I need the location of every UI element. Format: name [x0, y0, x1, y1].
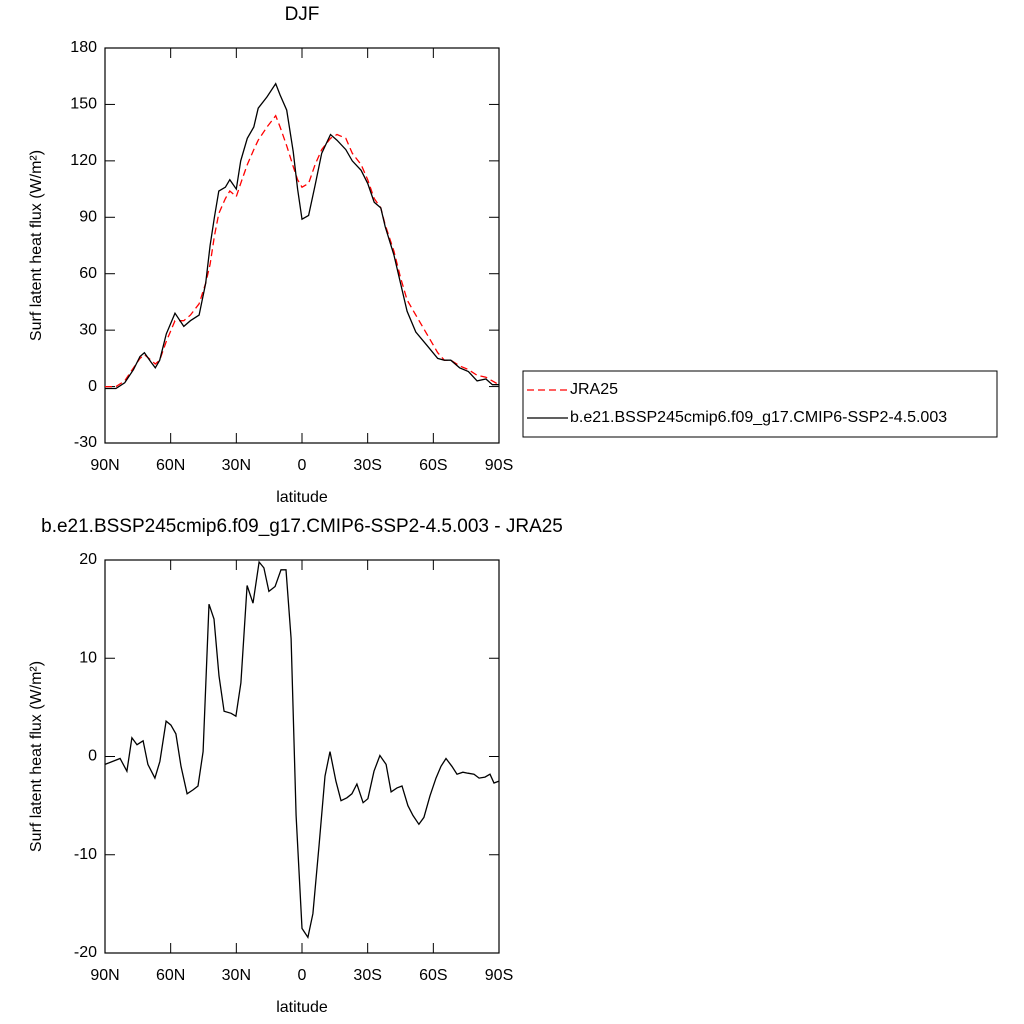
x-tick-label: 0 [298, 967, 307, 984]
x-tick-label: 0 [298, 457, 307, 474]
y-tick-label: 180 [70, 39, 97, 56]
y-tick-label: -10 [74, 846, 97, 863]
legend-box [522, 370, 998, 438]
plot-frame [104, 47, 500, 444]
x-tick-label: 30N [222, 967, 251, 984]
y-tick-label: 30 [79, 321, 97, 338]
y-tick-label: 150 [70, 96, 97, 113]
x-tick-label: 30S [353, 457, 381, 474]
x-tick-label: 60S [419, 457, 447, 474]
y-tick-label: -30 [74, 434, 97, 451]
x-tick-label: 60N [156, 967, 185, 984]
x-tick-label: 90N [90, 967, 119, 984]
y-tick-label: 120 [70, 152, 97, 169]
x-tick-label: 60N [156, 457, 185, 474]
y-tick-label: -20 [74, 944, 97, 961]
y-tick-label: 10 [79, 649, 97, 666]
legend-label: b.e21.BSSP245cmip6.f09_g17.CMIP6-SSP2-4.… [570, 409, 947, 426]
x-tick-label: 60S [419, 967, 447, 984]
y-axis-label: Surf latent heat flux (W/m²) [28, 150, 45, 341]
y-axis-label: Surf latent heat flux (W/m²) [28, 661, 45, 852]
chart-title: DJF [285, 4, 320, 25]
x-tick-label: 90S [485, 457, 513, 474]
x-tick-label: 30N [222, 457, 251, 474]
plot-frame [104, 559, 500, 954]
x-tick-label: 90S [485, 967, 513, 984]
x-axis-label: latitude [276, 489, 328, 506]
y-tick-label: 90 [79, 209, 97, 226]
y-tick-label: 20 [79, 551, 97, 568]
data-line [105, 82, 499, 390]
x-tick-label: 30S [353, 967, 381, 984]
legend-label: JRA25 [570, 381, 618, 398]
y-tick-label: 60 [79, 265, 97, 282]
data-line [105, 114, 500, 388]
y-tick-label: 0 [88, 748, 97, 765]
y-tick-label: 0 [88, 378, 97, 395]
data-line [104, 560, 500, 939]
x-tick-label: 90N [90, 457, 119, 474]
chart-title: b.e21.BSSP245cmip6.f09_g17.CMIP6-SSP2-4.… [41, 516, 563, 537]
x-axis-label: latitude [276, 999, 328, 1016]
